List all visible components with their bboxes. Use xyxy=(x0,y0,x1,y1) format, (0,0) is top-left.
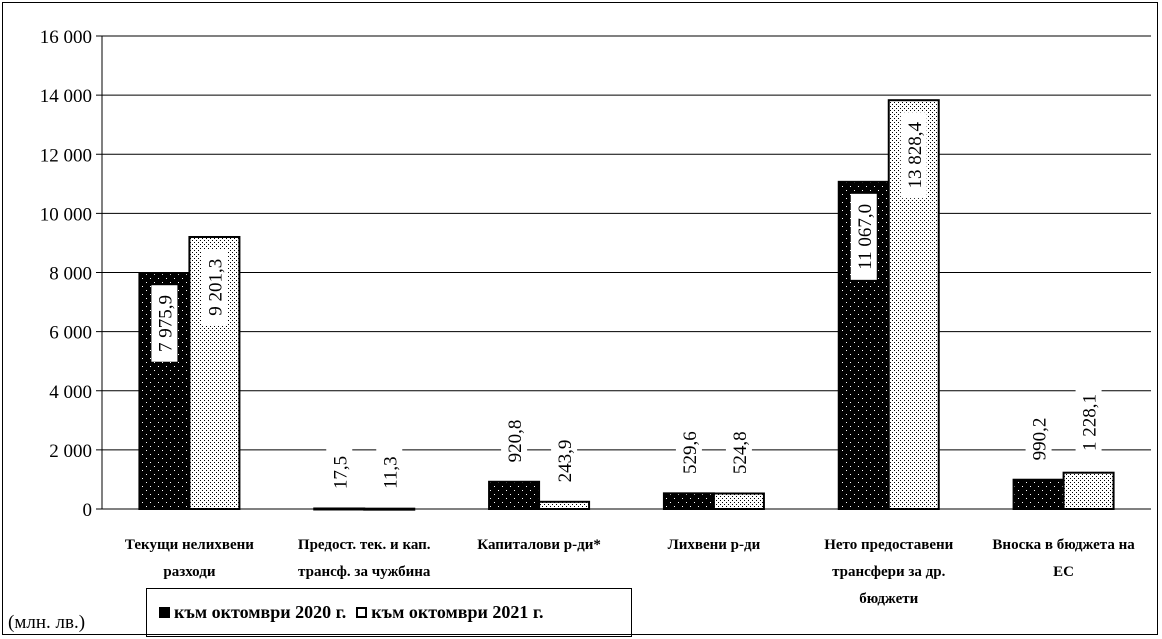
data-label-bg xyxy=(850,193,877,280)
bar-2020 xyxy=(488,480,541,510)
legend-item-2021: към октомври 2021 г. xyxy=(356,602,544,623)
y-tick-label: 14 000 xyxy=(40,86,92,107)
bar-2021 xyxy=(712,492,765,510)
category-label: Вноска в бюджета на xyxy=(992,537,1135,553)
y-tick-label: 6 000 xyxy=(49,323,92,344)
data-label-bg xyxy=(551,432,578,490)
legend: към октомври 2020 г. към октомври 2021 г… xyxy=(146,588,632,637)
data-label: 524,8 xyxy=(730,431,751,474)
legend-label-2021: към октомври 2021 г. xyxy=(371,602,544,622)
legend-swatch-light xyxy=(356,607,368,618)
data-label-group: 9 201,3 xyxy=(201,248,228,326)
category-label: Лихвени р-ди xyxy=(668,537,761,553)
data-label: 529,6 xyxy=(680,431,701,474)
data-label-bg xyxy=(725,423,752,482)
data-label: 990,2 xyxy=(1030,418,1051,461)
data-label-bg xyxy=(900,112,927,199)
data-label-group: 529,6 xyxy=(675,423,702,482)
data-label: 17,5 xyxy=(330,456,351,489)
y-tick-label: 2 000 xyxy=(49,441,92,462)
data-label-group: 7 975,9 xyxy=(151,285,178,362)
bar-2021 xyxy=(1062,471,1115,511)
legend-label-2020: към октомври 2020 г. xyxy=(174,602,347,622)
data-label-bg xyxy=(326,448,353,497)
category-label: трансфери за др. xyxy=(832,564,945,580)
category-label: Нето предоставени xyxy=(824,537,953,553)
data-label-bg xyxy=(151,285,178,362)
data-label: 9 201,3 xyxy=(205,259,226,316)
data-label-group: 990,2 xyxy=(1025,410,1052,468)
category-label: бюджети xyxy=(859,591,918,607)
category-label: Капиталови р-ди* xyxy=(477,537,601,553)
legend-swatch-dark xyxy=(159,607,170,618)
data-label: 920,8 xyxy=(505,420,526,463)
bar-2020 xyxy=(1012,478,1065,510)
data-label-group: 524,8 xyxy=(725,423,752,482)
data-label: 11 067,0 xyxy=(855,204,876,270)
bar-2021 xyxy=(538,500,591,510)
y-tick-label: 12 000 xyxy=(40,145,92,166)
data-label-bg xyxy=(675,423,702,482)
y-tick-label: 0 xyxy=(83,500,93,521)
bar-2021 xyxy=(363,507,416,511)
category-label: разходи xyxy=(163,564,215,580)
y-tick-label: 10 000 xyxy=(40,204,92,225)
legend-item-2020: към октомври 2020 г. xyxy=(159,602,346,623)
data-labels: 7 975,9 9 201,3 17,5 11,3 920,8 243,9 529,6 524… xyxy=(151,112,1102,497)
data-label-group: 1 228,1 xyxy=(1075,384,1102,461)
data-label-group: 13 828,4 xyxy=(900,112,927,199)
bar-2020 xyxy=(662,492,715,510)
data-label: 13 828,4 xyxy=(905,121,926,188)
bar-2020 xyxy=(313,507,366,511)
y-tick-label: 16 000 xyxy=(40,27,92,48)
data-label-bg xyxy=(1075,384,1102,461)
y-tick-label: 4 000 xyxy=(49,382,92,403)
data-label-bg xyxy=(501,412,528,470)
y-tick-label: 8 000 xyxy=(49,264,92,285)
data-label-bg xyxy=(376,448,403,497)
category-labels: Текущи нелихвени разходи Предост. тек. и к… xyxy=(125,537,1135,607)
bars xyxy=(138,99,1115,511)
data-label-group: 243,9 xyxy=(551,432,578,490)
data-label-group: 920,8 xyxy=(501,412,528,470)
data-label-bg xyxy=(1025,410,1052,468)
data-label: 7 975,9 xyxy=(155,295,176,352)
data-label-bg xyxy=(201,248,228,326)
y-axis: 0 2 000 4 000 6 000 8 000 10 000 12 000 14 000 1… xyxy=(40,27,103,521)
bar-2021 xyxy=(188,235,241,510)
data-label-group: 11,3 xyxy=(376,448,403,497)
category-label: ЕС xyxy=(1053,564,1074,580)
category-label: трансф. за чужбина xyxy=(298,564,431,580)
data-label-group: 11 067,0 xyxy=(850,193,877,280)
unit-label: (млн. лв.) xyxy=(8,612,86,633)
category-label: Предост. тек. и кап. xyxy=(298,537,431,553)
data-label: 11,3 xyxy=(380,456,401,489)
gridlines xyxy=(102,35,1151,510)
data-label-group: 17,5 xyxy=(326,448,353,497)
data-label: 1 228,1 xyxy=(1080,394,1101,451)
data-label: 243,9 xyxy=(555,440,576,483)
category-label: Текущи нелихвени xyxy=(125,537,254,553)
